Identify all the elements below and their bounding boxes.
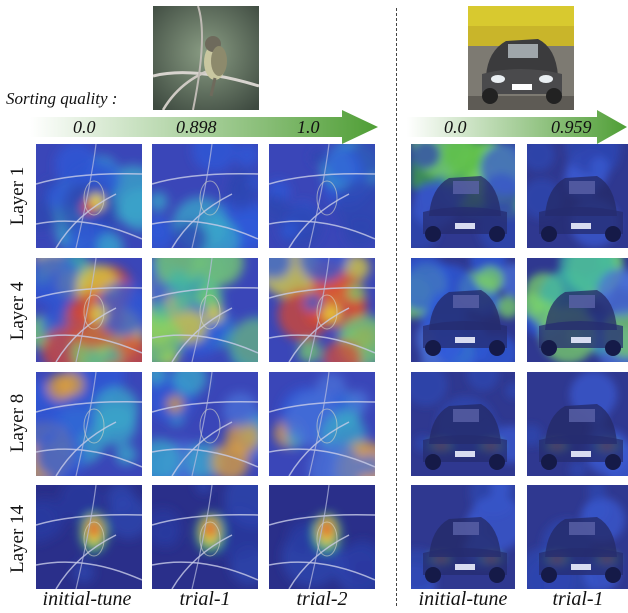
row-label-layer-8: Layer 8 bbox=[7, 393, 28, 453]
heatmap-cell-bird bbox=[36, 372, 142, 476]
col-label-trial-1-right: trial-1 bbox=[552, 588, 604, 610]
heatmap-cell-car bbox=[411, 485, 515, 589]
heatmap-cell-bird bbox=[269, 144, 375, 248]
heatmap-cell-bird bbox=[36, 485, 142, 589]
heatmap-cell-bird bbox=[36, 144, 142, 248]
heatmap-cell-bird bbox=[269, 258, 375, 362]
heatmap-cell-car bbox=[527, 372, 628, 476]
car-thumbnail bbox=[468, 6, 574, 110]
heatmap-cell-car bbox=[411, 144, 515, 248]
heatmap-cell-bird bbox=[152, 485, 258, 589]
section-divider bbox=[396, 8, 397, 606]
right-arrow-value-0: 0.0 bbox=[444, 117, 467, 137]
left-arrow-value-1: 0.898 bbox=[176, 117, 217, 137]
col-label-initial-tune-left: initial-tune bbox=[42, 588, 132, 610]
row-label-layer-14: Layer 14 bbox=[7, 504, 28, 574]
heatmap-cell-bird bbox=[36, 258, 142, 362]
bird-thumbnail bbox=[153, 6, 259, 110]
right-gradient-arrow bbox=[407, 110, 628, 144]
heatmap-cell-bird bbox=[152, 372, 258, 476]
heatmap-cell-car bbox=[527, 258, 628, 362]
left-arrow-value-2: 1.0 bbox=[297, 117, 320, 137]
heatmap-cell-bird bbox=[152, 258, 258, 362]
right-arrow-value-1: 0.959 bbox=[551, 117, 592, 137]
left-gradient-arrow bbox=[30, 110, 380, 144]
row-label-layer-1: Layer 1 bbox=[7, 166, 28, 226]
heatmap-cell-bird bbox=[152, 144, 258, 248]
col-label-trial-1-left: trial-1 bbox=[179, 588, 231, 610]
heatmap-cell-car bbox=[527, 485, 628, 589]
heatmap-cell-car bbox=[411, 258, 515, 362]
heatmap-cell-car bbox=[527, 144, 628, 248]
row-label-layer-4: Layer 4 bbox=[7, 281, 28, 341]
heatmap-cell-car bbox=[411, 372, 515, 476]
heatmap-cell-bird bbox=[269, 485, 375, 589]
col-label-initial-tune-right: initial-tune bbox=[418, 588, 508, 610]
sorting-quality-label: Sorting quality : bbox=[6, 89, 118, 108]
heatmap-cell-bird bbox=[269, 372, 375, 476]
left-arrow-value-0: 0.0 bbox=[73, 117, 96, 137]
col-label-trial-2-left: trial-2 bbox=[296, 588, 348, 610]
